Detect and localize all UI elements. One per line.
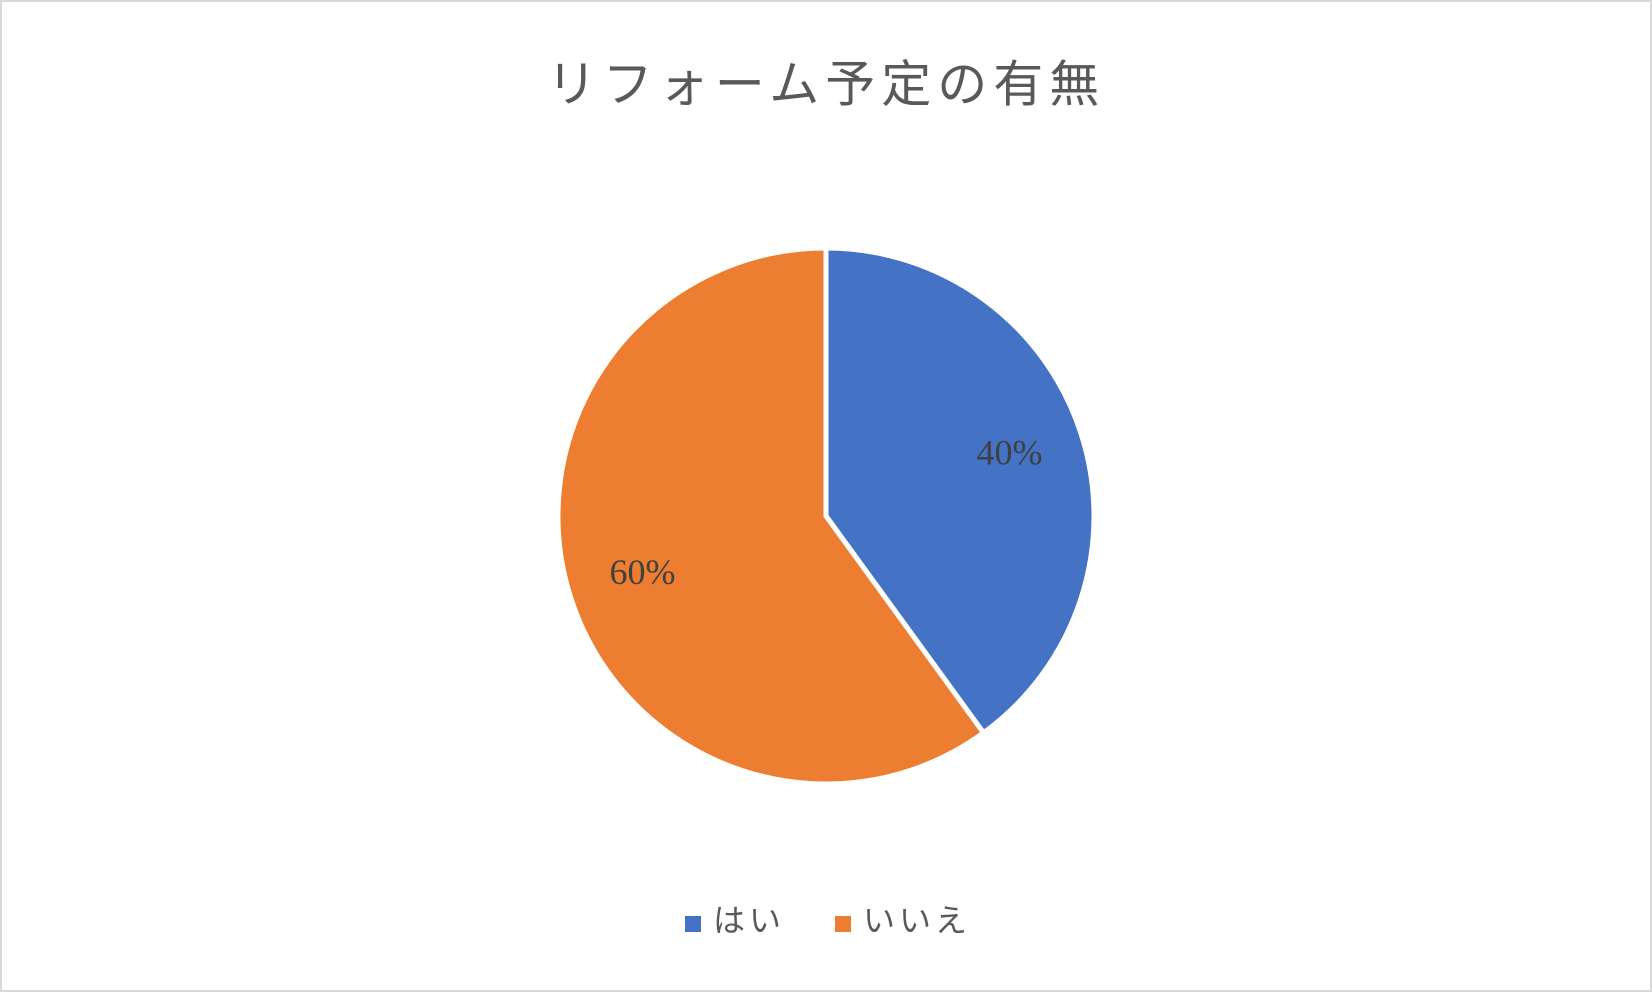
legend-label: いいえ — [863, 902, 971, 938]
pie-slice — [555, 245, 987, 787]
data-label: 60% — [609, 552, 675, 592]
chart-title: リフォーム予定の有無 — [547, 56, 1106, 112]
legend-swatch — [685, 916, 701, 932]
data-label: 40% — [977, 433, 1043, 473]
legend-swatch — [835, 916, 852, 932]
pie-slice — [823, 245, 1097, 736]
legend-label: はい — [713, 902, 785, 938]
